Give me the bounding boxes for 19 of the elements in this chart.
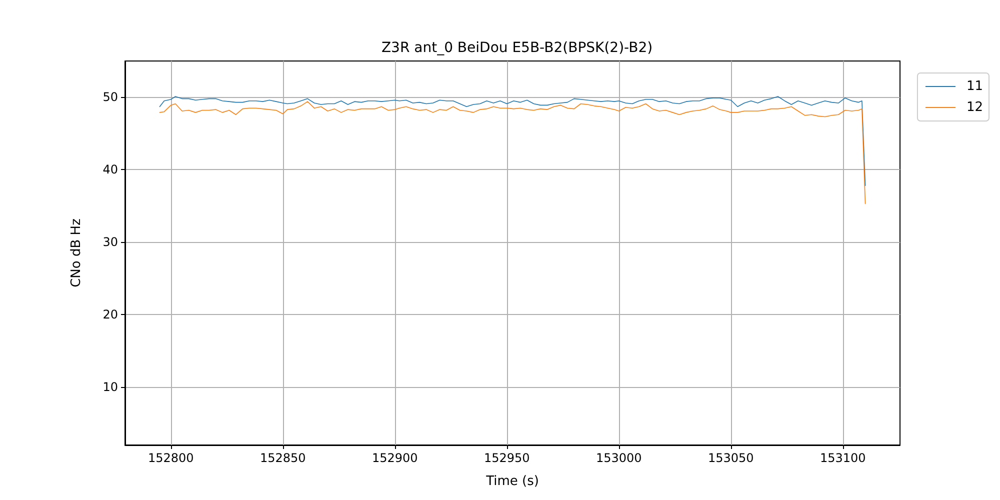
y-tick-label: 30 [102, 235, 118, 250]
x-tick-label: 153100 [820, 451, 866, 465]
x-tick-label: 152950 [484, 451, 530, 465]
x-tick-label: 152800 [148, 451, 194, 465]
y-axis-title: CNo dB Hz [69, 218, 84, 288]
legend-label: 12 [966, 100, 984, 115]
x-tick-label: 153000 [596, 451, 642, 465]
y-tick-label: 40 [102, 162, 118, 177]
x-tick-label: 152850 [260, 451, 306, 465]
line-series [159, 101, 866, 204]
y-tick-label: 10 [102, 380, 118, 394]
y-tick-label: 50 [102, 90, 118, 104]
x-tick-label: 153050 [708, 451, 754, 465]
x-tick-label: 152900 [372, 451, 418, 465]
x-axis-title: Time (s) [485, 474, 539, 489]
y-tick-label: 20 [102, 308, 118, 322]
chart-title: Z3R ant_0 BeiDou E5B-B2(BPSK(2)-B2) [381, 40, 653, 56]
legend-label: 11 [966, 79, 984, 94]
line-series [159, 96, 866, 186]
